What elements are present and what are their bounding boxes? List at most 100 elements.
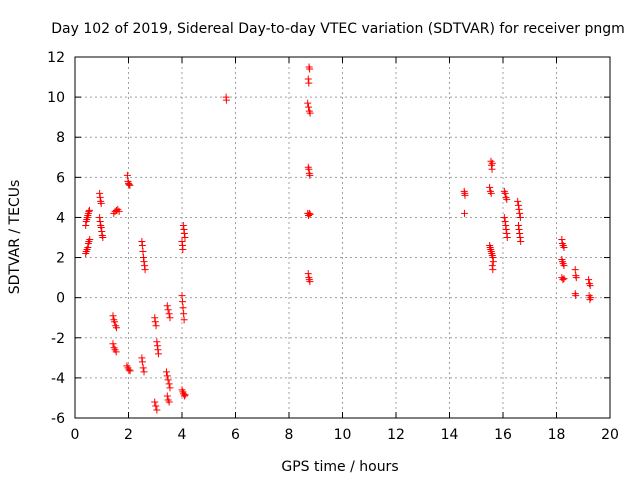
data-point <box>560 275 568 283</box>
data-point <box>180 310 188 318</box>
axis-ticks: 0 2 4 6 8 10 12 14 16 18 20 -6 -4 -2 0 2 4 6 8 10 12 <box>47 50 619 443</box>
data-point <box>153 406 161 414</box>
data-point <box>489 266 497 274</box>
data-point <box>517 238 525 246</box>
data-point <box>559 276 567 284</box>
data-point <box>138 354 146 362</box>
data-point <box>152 402 160 410</box>
y-tick-label: -4 <box>51 371 65 387</box>
x-tick-label: 6 <box>231 427 240 443</box>
data-point <box>306 210 314 218</box>
data-points <box>82 63 595 414</box>
data-point <box>163 372 171 380</box>
data-point <box>153 338 161 346</box>
data-point <box>304 270 312 278</box>
data-point <box>154 350 162 358</box>
data-point <box>503 234 511 241</box>
data-point <box>488 262 496 270</box>
data-point <box>558 236 566 244</box>
data-point <box>461 191 469 199</box>
data-point <box>96 217 104 225</box>
y-tick-label: 4 <box>56 210 65 226</box>
data-point <box>152 322 160 330</box>
data-point <box>85 207 93 215</box>
x-tick-label: 16 <box>494 427 512 443</box>
data-point <box>306 278 314 286</box>
data-point <box>516 209 524 217</box>
data-point <box>488 159 496 167</box>
data-point <box>125 180 133 188</box>
data-point <box>97 199 105 207</box>
data-point <box>304 99 312 107</box>
data-point <box>304 75 312 83</box>
data-point <box>141 266 149 274</box>
grid <box>75 57 610 418</box>
data-point <box>138 358 146 366</box>
data-point <box>139 248 147 256</box>
data-point <box>516 229 524 237</box>
data-point <box>222 96 230 104</box>
data-point <box>126 181 134 189</box>
data-point <box>560 244 568 252</box>
data-point <box>151 318 159 326</box>
y-tick-label: 6 <box>56 170 65 186</box>
x-tick-label: 10 <box>334 427 352 443</box>
data-point <box>180 392 188 400</box>
x-tick-label: 4 <box>178 427 187 443</box>
y-tick-label: 10 <box>47 90 65 106</box>
data-point <box>165 380 173 388</box>
data-point <box>166 384 174 392</box>
data-point <box>86 236 94 244</box>
data-point <box>305 209 313 217</box>
y-axis-label: SDTVAR / TECUs <box>7 180 23 295</box>
data-point <box>306 109 314 117</box>
data-point <box>181 391 189 399</box>
data-point <box>515 201 523 209</box>
data-point <box>151 314 159 322</box>
x-tick-label: 14 <box>441 427 459 443</box>
data-point <box>516 213 524 221</box>
data-point <box>514 197 522 205</box>
data-point <box>180 229 188 237</box>
data-point <box>162 368 170 376</box>
x-tick-label: 18 <box>548 427 566 443</box>
data-point <box>178 292 186 300</box>
x-axis-label: GPS time / hours <box>281 459 398 475</box>
data-point <box>109 340 117 348</box>
data-point <box>96 213 104 221</box>
data-point <box>180 316 188 324</box>
data-point <box>515 225 523 233</box>
y-tick-label: 8 <box>56 130 65 146</box>
data-point <box>165 310 173 318</box>
data-point <box>179 298 187 306</box>
data-point <box>96 189 104 197</box>
data-point <box>82 221 90 229</box>
data-point <box>165 398 173 406</box>
data-point <box>99 234 107 241</box>
data-point <box>141 262 149 270</box>
data-point <box>501 217 509 225</box>
data-point <box>587 294 595 302</box>
data-point <box>85 206 93 214</box>
data-point <box>487 189 495 197</box>
data-point <box>179 246 187 254</box>
data-point <box>139 364 147 372</box>
data-point <box>126 367 134 375</box>
data-point <box>516 234 524 241</box>
data-point <box>305 79 313 87</box>
data-point <box>501 189 509 197</box>
data-point <box>138 238 146 246</box>
data-point <box>489 258 497 266</box>
data-point <box>166 314 174 322</box>
x-tick-label: 2 <box>124 427 133 443</box>
data-point <box>140 368 148 376</box>
data-point <box>140 258 148 266</box>
data-point <box>112 348 120 356</box>
data-point <box>139 254 147 262</box>
data-point <box>179 221 187 229</box>
data-point <box>178 238 186 246</box>
data-point <box>306 65 314 73</box>
data-point <box>500 213 508 221</box>
x-tick-label: 0 <box>71 427 80 443</box>
